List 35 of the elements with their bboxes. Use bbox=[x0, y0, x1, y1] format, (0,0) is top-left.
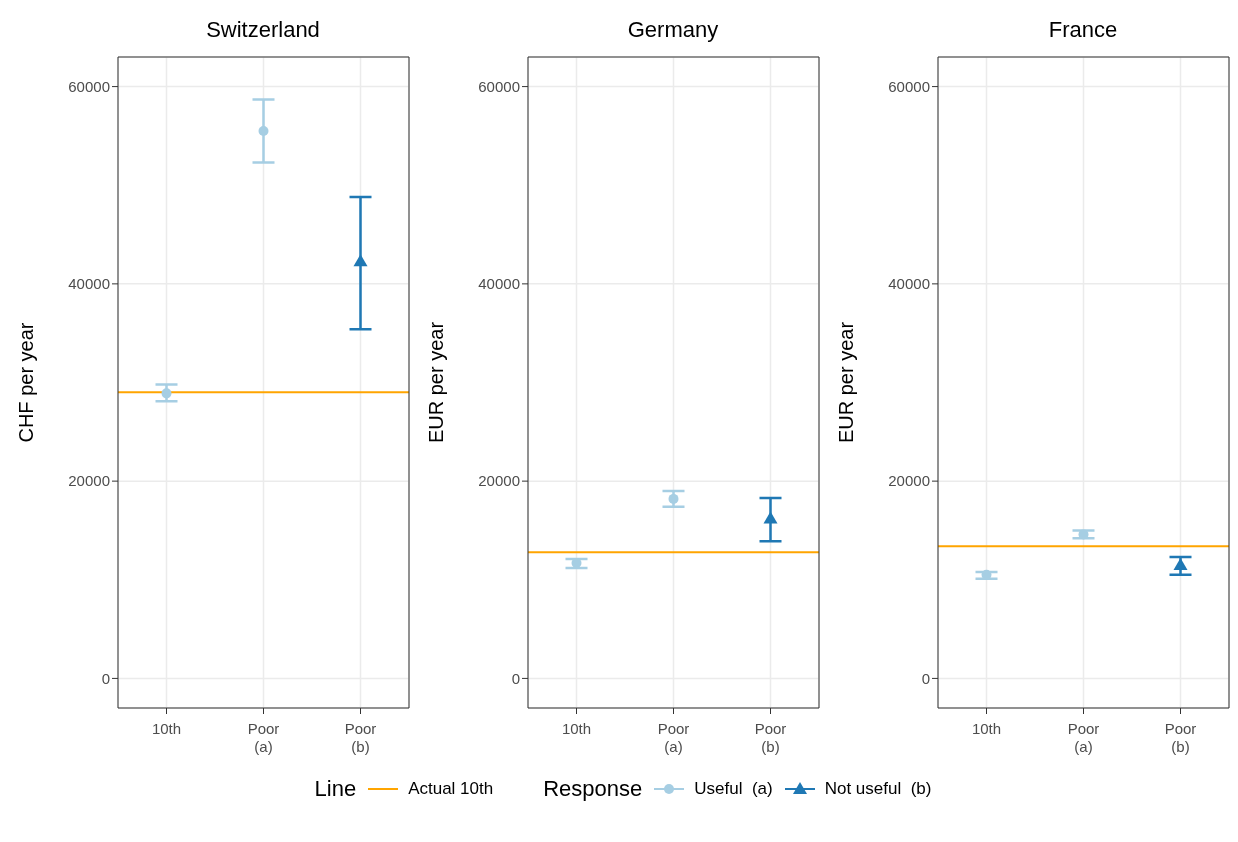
y-tick-label: 0 bbox=[921, 669, 930, 687]
y-tick-label: 40000 bbox=[478, 275, 520, 293]
x-tick-label: Poor (b) bbox=[1164, 720, 1197, 755]
y-tick-label: 40000 bbox=[888, 275, 930, 293]
point bbox=[258, 125, 269, 136]
x-tick-label: Poor (b) bbox=[754, 720, 787, 755]
y-tick-label: 20000 bbox=[478, 472, 520, 490]
text: Line bbox=[314, 776, 357, 802]
y-tick-label: 60000 bbox=[68, 77, 110, 95]
chart-title: Switzerland bbox=[205, 16, 321, 44]
legend-label: Useful (a) bbox=[694, 779, 773, 799]
x-tick-label: Poor (a) bbox=[247, 720, 280, 755]
point bbox=[353, 254, 368, 267]
x-tick-label: 10th bbox=[151, 720, 182, 737]
legend-label: Not useful (b) bbox=[824, 779, 932, 799]
y-tick-label: 20000 bbox=[68, 472, 110, 490]
y-axis-title: CHF per year bbox=[15, 322, 38, 443]
y-tick-label: 60000 bbox=[478, 77, 520, 95]
legend-title: Response bbox=[543, 776, 643, 802]
y-tick-label: 60000 bbox=[888, 77, 930, 95]
x-tick-label: 10th bbox=[561, 720, 592, 737]
y-tick-label: 40000 bbox=[68, 275, 110, 293]
x-tick-label: Poor (a) bbox=[657, 720, 690, 755]
x-tick-label: Poor (a) bbox=[1067, 720, 1100, 755]
y-tick-label: 20000 bbox=[888, 472, 930, 490]
y-axis-title: EUR per year bbox=[425, 321, 448, 444]
legend-label: Actual 10th bbox=[408, 779, 494, 799]
chart-title: France bbox=[1047, 16, 1119, 44]
y-tick-label: 0 bbox=[101, 669, 110, 687]
y-axis-title: EUR per year bbox=[835, 321, 858, 444]
x-tick-label: Poor (b) bbox=[344, 720, 377, 755]
chart-title: Germany bbox=[626, 16, 720, 44]
y-tick-label: 0 bbox=[511, 669, 520, 687]
point bbox=[161, 388, 172, 399]
x-tick-label: 10th bbox=[971, 720, 1002, 737]
